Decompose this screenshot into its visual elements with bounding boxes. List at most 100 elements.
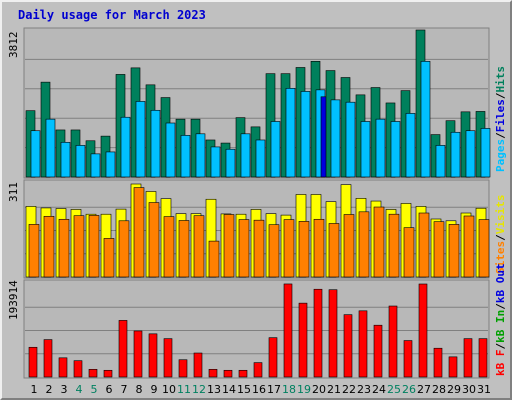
bottom-bar-kb-f-day-20 <box>313 288 323 378</box>
bottom-bar-kb-f-day-17 <box>268 337 278 378</box>
middle-bar-sites-day-8 <box>133 187 145 278</box>
bottom-bar-kb-f-day-29 <box>448 356 458 378</box>
x-tick-label-day-4: 4 <box>76 383 83 396</box>
bottom-bar-kb-f-day-31 <box>478 338 488 378</box>
middle-bar-sites-day-17 <box>268 224 280 278</box>
top-bar-files-day-19 <box>300 91 311 178</box>
legend-pages: Pages <box>494 139 507 172</box>
bottom-bar-kb-f-day-21 <box>328 289 338 378</box>
x-tick-label-day-1: 1 <box>31 383 38 396</box>
top-bar-files-day-10 <box>165 122 176 178</box>
middle-bar-sites-day-12 <box>193 215 205 278</box>
legend-kbin: kB In <box>494 310 507 343</box>
x-tick-label-day-25: 25 <box>387 383 401 396</box>
bottom-bar-kb-f-day-25 <box>388 305 398 378</box>
bottom-bar-kb-f-day-22 <box>343 314 353 378</box>
top-bar-files-day-13 <box>210 146 221 178</box>
top-bar-files-day-26 <box>405 113 416 178</box>
legend-files: Files <box>494 99 507 132</box>
middle-bar-sites-day-16 <box>253 219 265 278</box>
top-bar-files-day-14 <box>225 148 236 178</box>
middle-bar-sites-day-29 <box>448 224 460 278</box>
top-bar-files-day-25 <box>390 121 401 178</box>
x-tick-label-day-13: 13 <box>207 383 221 396</box>
x-tick-label-day-24: 24 <box>372 383 386 396</box>
legend-visits: Sites <box>494 241 507 274</box>
middle-bar-sites-day-27 <box>418 212 430 278</box>
bottom-bar-kb-f-day-8 <box>133 330 143 378</box>
middle-bar-sites-day-19 <box>298 221 310 278</box>
middle-bar-sites-day-7 <box>118 220 130 278</box>
x-tick-label-day-11: 11 <box>177 383 191 396</box>
bottom-bar-kb-f-day-11 <box>178 359 188 378</box>
middle-bar-sites-day-26 <box>403 227 415 278</box>
x-tick-label-day-2: 2 <box>46 383 53 396</box>
middle-bar-sites-day-11 <box>178 220 190 278</box>
middle-bar-sites-day-13 <box>208 240 220 278</box>
x-tick-label-day-27: 27 <box>417 383 431 396</box>
legend-hits: Hits <box>494 66 507 93</box>
x-tick-label-day-9: 9 <box>151 383 158 396</box>
x-tick-label-day-20: 20 <box>312 383 326 396</box>
top-bar-files-day-17 <box>270 121 281 178</box>
top-bar-files-day-8 <box>135 101 146 178</box>
bottom-bar-kb-f-day-14 <box>223 369 233 378</box>
x-tick-label-day-15: 15 <box>237 383 251 396</box>
x-tick-label-day-21: 21 <box>327 383 341 396</box>
middle-bar-sites-day-15 <box>238 219 250 278</box>
middle-bar-sites-day-25 <box>388 213 400 278</box>
x-tick-label-day-10: 10 <box>162 383 176 396</box>
bottom-bar-kb-f-day-26 <box>403 340 413 378</box>
bottom-bar-kb-f-day-6 <box>103 369 113 378</box>
middle-bar-sites-day-10 <box>163 216 175 278</box>
middle-bar-sites-day-6 <box>103 238 115 278</box>
bottom-bar-kb-f-day-4 <box>73 360 83 378</box>
bottom-bar-kb-f-day-9 <box>148 333 158 378</box>
x-tick-label-day-29: 29 <box>447 383 461 396</box>
x-tick-label-day-19: 19 <box>297 383 311 396</box>
bottom-bar-kb-f-day-18 <box>283 283 293 378</box>
legend-top: Pages/Files/Hits <box>494 66 507 172</box>
bottom-max-label: 193914 <box>7 280 20 320</box>
x-tick-label-day-18: 18 <box>282 383 296 396</box>
x-tick-label-day-14: 14 <box>222 383 236 396</box>
middle-bar-sites-day-14 <box>223 214 235 278</box>
top-bar-files-day-21 <box>330 99 341 178</box>
x-tick-label-day-22: 22 <box>342 383 356 396</box>
top-bar-files-day-28 <box>435 145 446 178</box>
x-tick-label-day-3: 3 <box>61 383 68 396</box>
middle-max-label: 311 <box>7 182 20 202</box>
top-bar-files-day-4 <box>75 145 86 178</box>
top-bar-files-day-11 <box>180 135 191 178</box>
top-bar-files-day-7 <box>120 116 131 178</box>
middle-bar-sites-day-28 <box>433 221 445 278</box>
top-bar-files-day-23 <box>360 121 371 178</box>
bottom-bar-kb-f-day-3 <box>58 357 68 378</box>
middle-bar-sites-day-5 <box>88 215 100 278</box>
chart-title: Daily usage for March 2023 <box>18 8 206 22</box>
bottom-bar-kb-f-day-2 <box>43 339 53 378</box>
middle-bar-sites-day-31 <box>478 219 490 278</box>
top-bar-files-day-16 <box>255 139 266 178</box>
top-bar-files-day-9 <box>150 109 161 178</box>
legend-kbf: kB F <box>494 350 507 377</box>
x-tick-label-day-28: 28 <box>432 383 446 396</box>
x-tick-label-day-17: 17 <box>267 383 281 396</box>
x-tick-label-day-31: 31 <box>477 383 491 396</box>
bottom-bar-kb-f-day-23 <box>358 310 368 378</box>
x-tick-label-day-6: 6 <box>106 383 113 396</box>
top-bar-files-day-22 <box>345 101 356 178</box>
x-tick-label-day-26: 26 <box>402 383 416 396</box>
x-tick-label-day-8: 8 <box>136 383 143 396</box>
bottom-bar-kb-f-day-16 <box>253 362 263 378</box>
top-bar-files-day-2 <box>45 118 56 178</box>
middle-bar-sites-day-21 <box>328 223 340 278</box>
middle-bar-sites-day-9 <box>148 202 160 278</box>
top-bar-files-day-5 <box>90 153 101 178</box>
middle-bar-sites-day-1 <box>28 224 40 278</box>
legend-sites: Visits <box>494 195 507 235</box>
middle-bar-sites-day-30 <box>463 215 475 278</box>
middle-bar-sites-day-18 <box>283 219 295 278</box>
x-tick-label-day-7: 7 <box>121 383 128 396</box>
middle-bar-sites-day-23 <box>358 211 370 278</box>
